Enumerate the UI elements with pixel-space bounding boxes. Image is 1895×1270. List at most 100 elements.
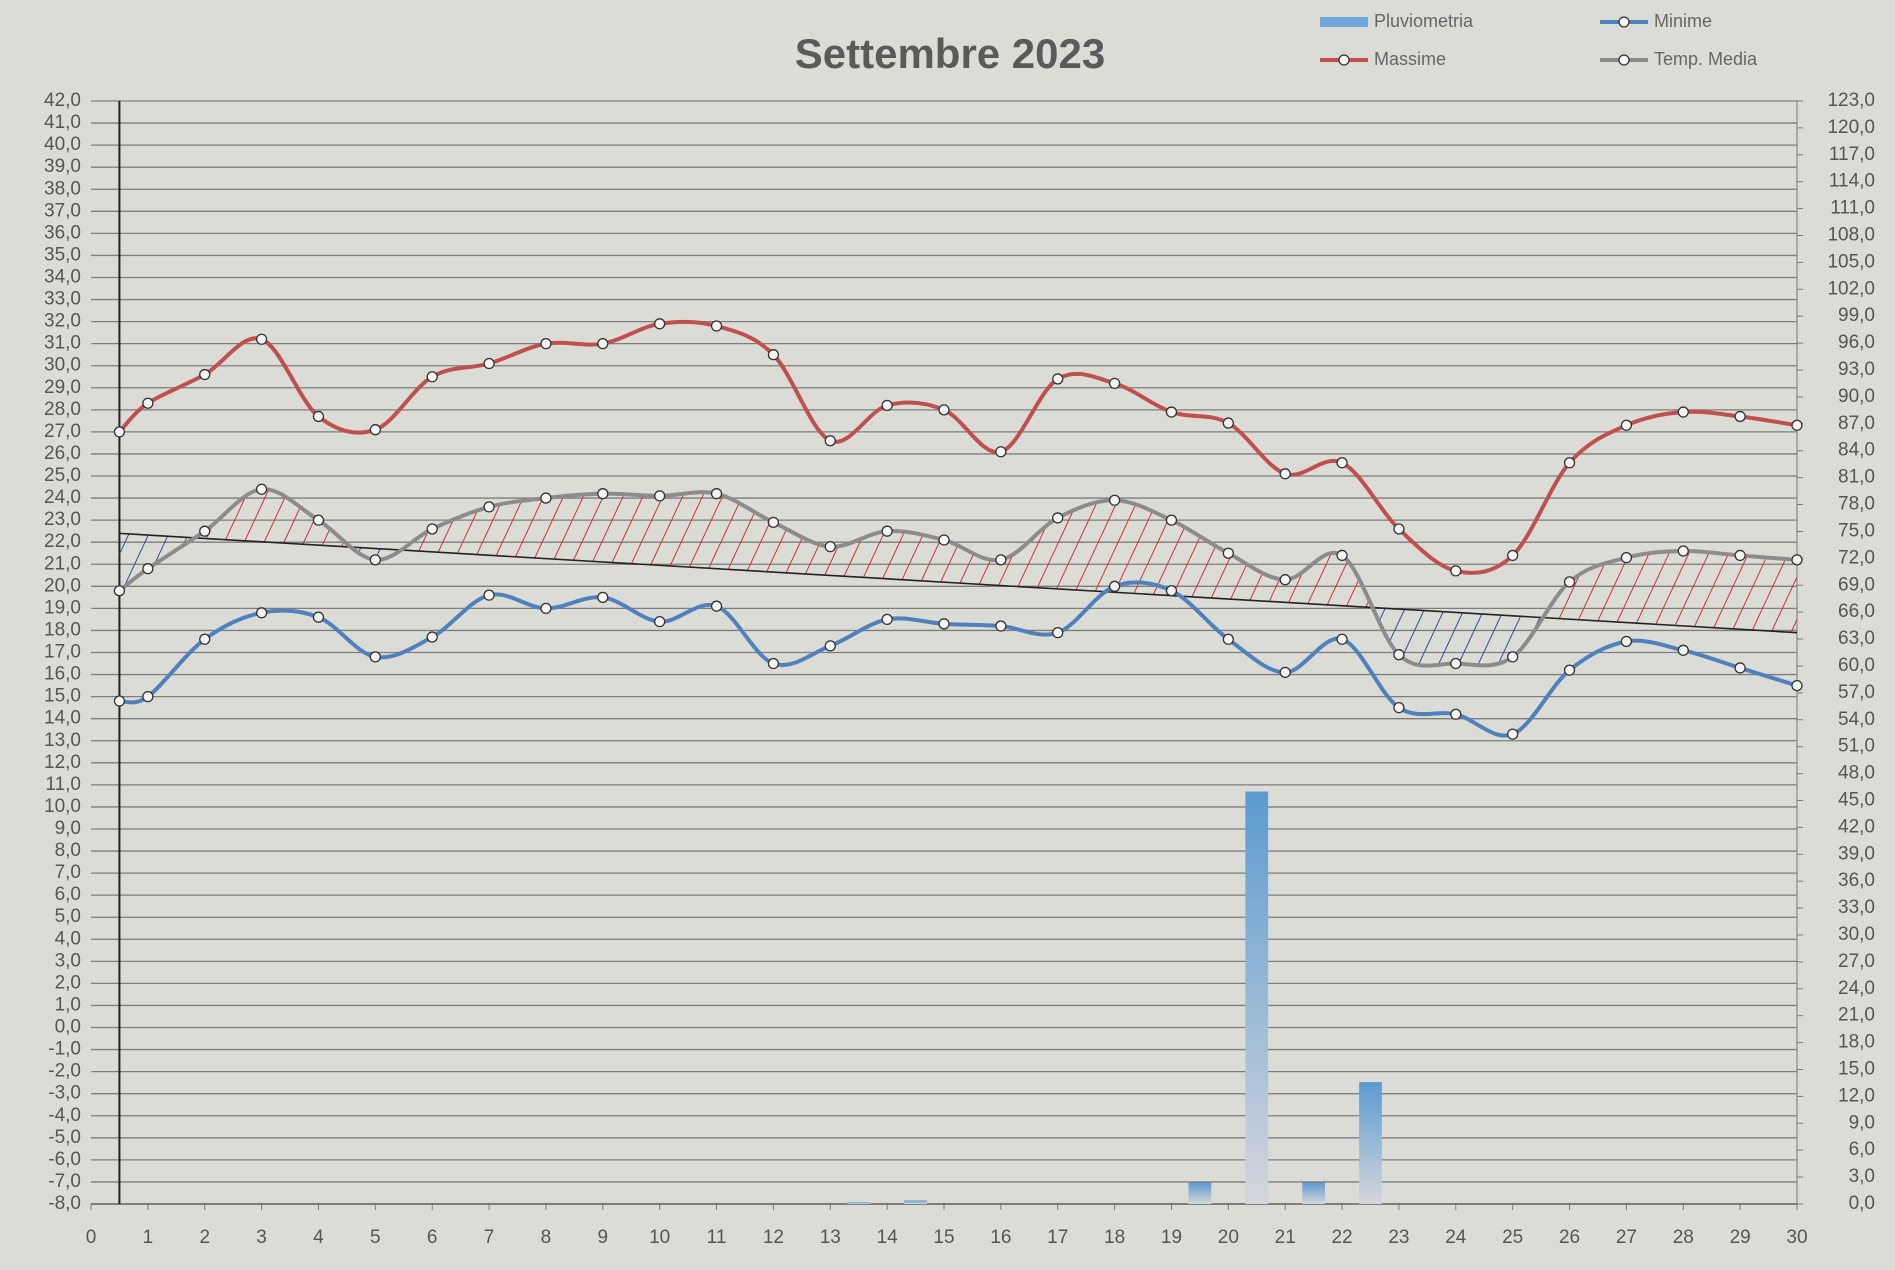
bar: [1188, 1182, 1212, 1204]
marker: [1336, 549, 1348, 562]
marker: [483, 357, 495, 370]
y2-tick-label: 18,0: [1838, 1032, 1875, 1053]
bar: [1245, 791, 1269, 1204]
x-tick-label: 22: [1331, 1227, 1352, 1248]
y-tick-label: -3,0: [48, 1083, 81, 1104]
y-tick-label: 2,0: [55, 972, 81, 993]
y-tick-label: 25,0: [44, 465, 81, 486]
marker: [1165, 585, 1178, 597]
marker: [1222, 633, 1234, 645]
marker: [1734, 549, 1746, 562]
marker: [1791, 554, 1803, 566]
y-tick-label: 7,0: [55, 862, 81, 883]
legend-marker: [1618, 54, 1630, 66]
marker: [710, 320, 723, 332]
marker: [312, 611, 325, 623]
y2-tick-label: 114,0: [1829, 171, 1875, 192]
marker: [540, 338, 552, 350]
y-tick-label: 33,0: [44, 289, 81, 310]
marker: [426, 631, 438, 643]
y-tick-label: 10,0: [44, 796, 81, 817]
marker: [369, 651, 381, 663]
y2-tick-label: 15,0: [1838, 1059, 1875, 1080]
y-tick-label: -4,0: [48, 1105, 81, 1126]
marker: [1052, 626, 1064, 639]
marker: [540, 602, 552, 615]
y2-tick-label: 99,0: [1838, 305, 1875, 326]
y2-tick-label: 33,0: [1838, 897, 1875, 918]
y-tick-label: 8,0: [55, 840, 81, 861]
x-tick-label: 23: [1388, 1227, 1409, 1248]
y-tick-label: -7,0: [48, 1171, 81, 1192]
y2-tick-label: 120,0: [1827, 117, 1875, 138]
y-tick-label: 42,0: [44, 90, 81, 111]
marker: [1677, 406, 1689, 418]
y-tick-label: 24,0: [44, 487, 81, 508]
y-tick-label: 34,0: [44, 266, 81, 287]
y2-tick-label: 24,0: [1838, 978, 1875, 999]
y-tick-label: 37,0: [44, 200, 81, 221]
y2-tick-label: 69,0: [1838, 574, 1875, 595]
marker: [312, 410, 325, 423]
y-tick-label: -1,0: [48, 1039, 81, 1060]
marker: [881, 613, 893, 626]
marker: [767, 349, 780, 361]
y-tick-label: -8,0: [48, 1193, 81, 1214]
marker: [255, 483, 268, 495]
y-tick-label: 13,0: [44, 730, 81, 751]
y-tick-label: 4,0: [55, 928, 81, 949]
marker: [1734, 410, 1746, 423]
x-tick-label: 17: [1047, 1227, 1068, 1248]
y2-tick-label: 93,0: [1838, 359, 1875, 380]
marker: [597, 591, 609, 603]
marker: [597, 488, 609, 500]
bar: [1359, 1082, 1382, 1204]
x-tick-label: 7: [484, 1227, 495, 1248]
bar: [1302, 1182, 1326, 1204]
marker: [142, 690, 154, 703]
marker: [881, 525, 893, 537]
marker: [1677, 545, 1689, 557]
chart-title: Settembre 2023: [795, 30, 1106, 77]
y2-tick-label: 3,0: [1849, 1166, 1875, 1187]
y2-tick-label: 90,0: [1838, 386, 1875, 407]
y2-tick-label: 63,0: [1838, 628, 1875, 649]
x-tick-label: 6: [427, 1227, 438, 1248]
y-tick-label: 19,0: [44, 597, 81, 618]
y-tick-label: 20,0: [44, 575, 81, 596]
y2-tick-label: 51,0: [1838, 736, 1875, 757]
x-tick-label: 14: [877, 1227, 899, 1248]
marker: [1620, 419, 1633, 431]
marker: [142, 563, 154, 575]
y-tick-label: 14,0: [44, 708, 81, 729]
x-tick-label: 19: [1161, 1227, 1182, 1248]
bar: [904, 1200, 927, 1204]
y-tick-label: 12,0: [44, 752, 81, 773]
y-tick-label: 18,0: [44, 619, 81, 640]
legend-marker: [1338, 54, 1350, 66]
legend-label: Minime: [1654, 11, 1712, 31]
legend-label: Massime: [1374, 49, 1446, 69]
marker: [312, 514, 325, 526]
marker: [1620, 551, 1633, 564]
marker: [767, 516, 780, 528]
marker: [426, 371, 438, 383]
y2-tick-label: 75,0: [1838, 520, 1875, 541]
marker: [1108, 377, 1121, 390]
marker: [369, 554, 381, 566]
marker: [142, 397, 154, 409]
marker: [426, 523, 438, 535]
y2-tick-label: 9,0: [1849, 1112, 1875, 1133]
y2-tick-label: 111,0: [1830, 198, 1875, 219]
x-tick-label: 10: [649, 1227, 670, 1248]
x-tick-label: 15: [933, 1227, 954, 1248]
marker: [1108, 494, 1121, 506]
x-tick-label: 12: [763, 1227, 784, 1248]
y2-tick-label: 87,0: [1838, 413, 1875, 434]
y2-tick-label: 78,0: [1838, 494, 1875, 515]
x-tick-label: 13: [820, 1227, 841, 1248]
y-tick-label: 29,0: [44, 377, 81, 398]
marker: [824, 640, 836, 652]
y-tick-label: 31,0: [44, 333, 81, 354]
y-tick-label: 32,0: [44, 311, 81, 332]
